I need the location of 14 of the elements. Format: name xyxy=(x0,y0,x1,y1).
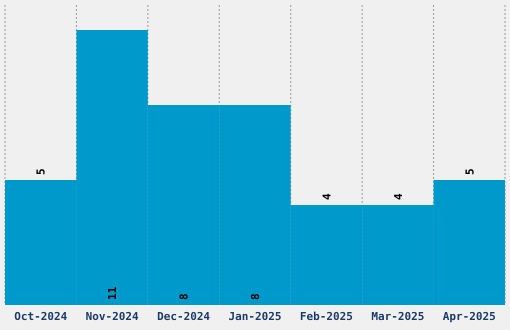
x-tick-label: Oct-2024 xyxy=(14,310,68,323)
data-label: 8 xyxy=(178,293,191,300)
data-label: 4 xyxy=(320,193,334,200)
x-tick-label: Feb-2025 xyxy=(300,310,353,323)
x-tick-label: Mar-2025 xyxy=(371,310,424,323)
x-tick-label: Apr-2025 xyxy=(442,310,496,323)
x-tick-label: Dec-2024 xyxy=(157,310,210,323)
data-label: 4 xyxy=(392,193,405,200)
data-label: 8 xyxy=(249,293,262,300)
x-tick-label: Nov-2024 xyxy=(86,310,140,323)
data-label: 5 xyxy=(463,168,476,175)
x-tick-label: Jan-2025 xyxy=(228,310,282,323)
data-label: 11 xyxy=(106,286,120,300)
data-label: 5 xyxy=(34,168,48,175)
